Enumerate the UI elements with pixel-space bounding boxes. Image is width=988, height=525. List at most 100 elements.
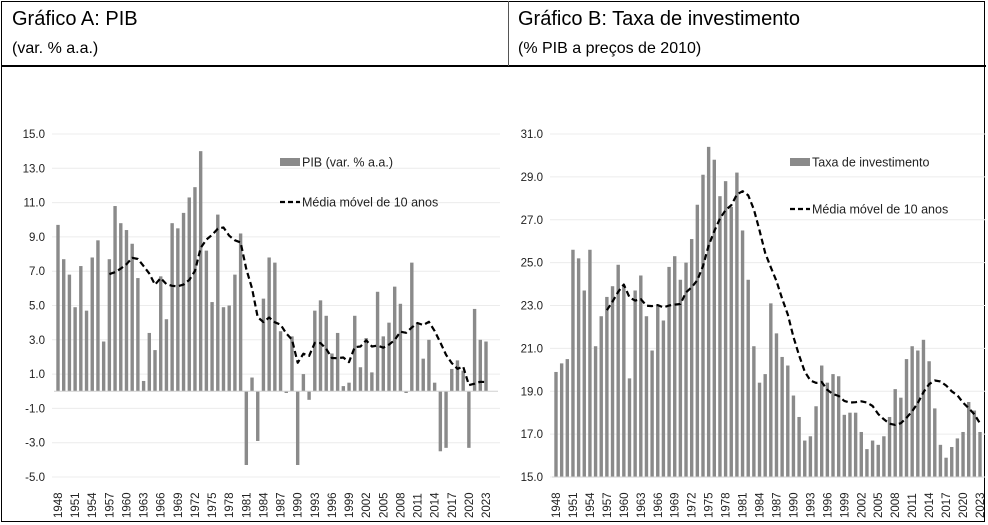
bar-1977 [221,307,226,392]
bar-1950 [565,359,570,477]
bar-1989 [290,336,294,392]
x-tick-label: 1987 [771,492,783,518]
chart-b: 31.0 29.0 27.0 25.0 23.0 21.0 19.0 17.0 15.0 1948… [521,129,987,518]
y-tick-label: 3.0 [29,335,45,347]
bar-2016 [444,391,448,448]
x-tick-label: 1984 [258,492,270,518]
bar-2008 [398,303,403,392]
bar-2016 [938,444,943,477]
bar-1969 [176,228,180,392]
x-tick-label: 1951 [70,492,82,518]
bar-2001 [853,412,858,477]
chart-a-subtitle: (var. % a.a.) [12,40,99,57]
x-tick-label: 1948 [53,492,65,518]
y-tick-label: 19.0 [521,386,543,398]
bar-2014 [432,382,437,392]
bar-1949 [559,363,564,477]
x-tick-label: 1954 [87,492,99,518]
bar-1981 [740,230,745,477]
bar-2002 [364,338,368,392]
bar-1978 [227,305,231,392]
bar-2013 [921,339,926,477]
bar-1973 [695,204,700,477]
header-column-divider [508,1,509,66]
bar-1949 [62,259,66,392]
bar-2000 [353,315,357,392]
bar-1990 [295,391,300,465]
bar-2021 [472,308,477,392]
bar-2009 [899,397,903,477]
bar-1993 [808,436,813,477]
bar-1957 [605,296,609,477]
y-tick-label: 29.0 [521,172,543,184]
legend-bar-swatch [790,158,810,166]
bar-2023 [978,431,982,477]
bar-2006 [387,322,391,392]
y-tick-label: 9.0 [29,232,45,244]
x-tick-label: 2023 [481,492,493,518]
bar-1986 [769,303,773,477]
bar-1954 [90,257,94,392]
y-tick-label: 1.0 [29,369,45,381]
bar-1964 [147,332,152,392]
bar-1958 [113,206,117,392]
chart-a-title: Gráfico A: PIB [12,8,138,30]
bar-2023 [484,341,488,392]
bar-1963 [141,380,146,392]
x-tick-label: 1972 [687,492,699,518]
bar-1969 [673,256,677,477]
bar-1992 [307,391,311,400]
x-tick-label: 1981 [738,492,750,518]
bar-1982 [746,279,750,477]
bar-1951 [571,249,575,477]
x-tick-label: 1975 [207,492,219,518]
bar-2008 [893,389,897,477]
x-tick-label: 1981 [241,492,253,518]
y-tick-label: 21.0 [521,343,543,355]
x-tick-label: 1960 [619,492,631,518]
bar-1975 [706,146,711,478]
bar-1975 [210,302,214,392]
x-tick-label: 1954 [585,492,597,518]
bar-1957 [107,259,112,392]
x-tick-label: 1972 [190,492,202,518]
bar-1950 [67,274,72,392]
bar-1988 [284,391,288,393]
x-tick-label: 1948 [551,492,563,518]
bar-1985 [763,374,767,477]
bar-2005 [876,444,880,477]
bar-1951 [73,307,77,392]
x-tick-label: 1978 [224,492,236,518]
bar-1974 [204,250,209,392]
bar-1967 [164,319,169,392]
bar-1965 [153,350,157,392]
bar-1996 [330,353,334,392]
y-tick-label: 5.0 [29,301,45,313]
bar-1998 [341,386,346,392]
header-divider [1,65,986,67]
moving-average-line [605,190,981,426]
y-tick-label: 31.0 [521,129,543,141]
legend-bar-swatch [280,158,300,166]
bar-1955 [593,346,598,477]
bar-2020 [467,391,471,448]
bar-2004 [870,440,875,477]
x-tick-label: 2005 [378,492,390,518]
bar-1953 [84,310,89,392]
bar-2012 [916,350,920,477]
bar-2006 [882,436,886,477]
x-tick-label: 1987 [276,492,288,518]
y-tick-label: -3.0 [25,438,45,450]
x-tick-label: 2014 [430,492,442,518]
bar-2011 [415,322,420,392]
bar-1989 [786,365,790,477]
bar-2007 [887,416,892,477]
y-tick-label: 13.0 [23,163,45,175]
x-tick-label: 1966 [653,492,665,518]
bar-1954 [588,249,592,477]
bar-1962 [633,290,637,477]
legend-label-moving-average: Média móvel de 10 anos [812,203,948,217]
bar-1984 [261,298,266,392]
legend-label-bars: Taxa de investimento [812,156,929,170]
